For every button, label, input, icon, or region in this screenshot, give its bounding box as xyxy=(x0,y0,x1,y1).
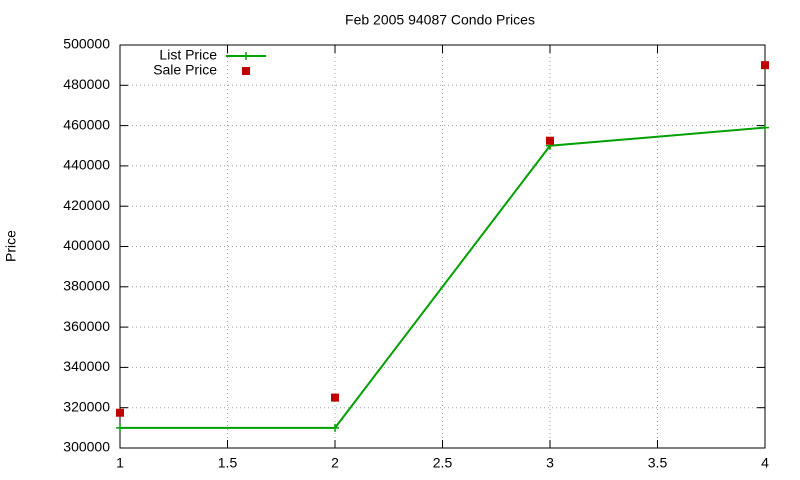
data-point xyxy=(546,136,554,145)
x-tick-label: 3 xyxy=(546,455,554,471)
data-point xyxy=(116,408,124,417)
data-point xyxy=(331,423,339,432)
y-tick-label: 500000 xyxy=(63,36,110,52)
y-tick-label: 440000 xyxy=(63,157,110,173)
x-tick-label: 1.5 xyxy=(218,455,238,471)
legend-label: Sale Price xyxy=(153,62,217,78)
y-tick-label: 420000 xyxy=(63,197,110,213)
chart-title: Feb 2005 94087 Condo Prices xyxy=(345,12,535,28)
series-line xyxy=(120,126,766,429)
x-tick-label: 3.5 xyxy=(648,455,668,471)
x-tick-label: 1 xyxy=(116,455,124,471)
y-tick-label: 340000 xyxy=(63,358,110,374)
x-tick-label: 4 xyxy=(761,455,769,471)
x-tick-label: 2.5 xyxy=(433,455,453,471)
data-point xyxy=(761,123,769,132)
data-point xyxy=(761,61,769,70)
data-point xyxy=(331,393,339,402)
y-tick-label: 300000 xyxy=(63,439,110,455)
plot-frame xyxy=(119,44,766,449)
x-tick-label: 2 xyxy=(331,455,339,471)
legend-label: List Price xyxy=(159,47,217,63)
legend-swatch xyxy=(242,67,250,75)
y-axis-label: Price xyxy=(3,230,19,262)
y-tick-label: 480000 xyxy=(63,76,110,92)
y-tick-label: 400000 xyxy=(63,237,110,253)
y-tick-label: 320000 xyxy=(63,398,110,414)
y-tick-label: 380000 xyxy=(63,278,110,294)
legend-swatch xyxy=(242,52,250,60)
y-tick-label: 460000 xyxy=(63,116,110,132)
y-tick-label: 360000 xyxy=(63,318,110,334)
data-point xyxy=(116,423,124,432)
